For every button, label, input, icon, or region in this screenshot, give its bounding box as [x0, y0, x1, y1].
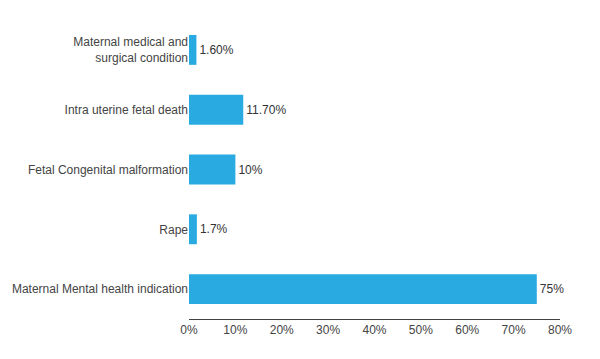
- svg-text:10%: 10%: [223, 323, 247, 337]
- svg-text:60%: 60%: [455, 323, 479, 337]
- svg-text:1.7%: 1.7%: [200, 222, 228, 236]
- svg-text:1.60%: 1.60%: [199, 43, 233, 57]
- svg-text:70%: 70%: [502, 323, 526, 337]
- svg-text:11.70%: 11.70%: [246, 103, 286, 117]
- svg-text:80%: 80%: [548, 323, 572, 337]
- svg-text:Maternal medical andsurgical c: Maternal medical andsurgical condition: [73, 35, 188, 65]
- svg-text:40%: 40%: [362, 323, 386, 337]
- svg-text:0%: 0%: [180, 323, 198, 337]
- svg-text:Rape: Rape: [159, 223, 188, 237]
- svg-text:75%: 75%: [540, 282, 564, 296]
- svg-text:20%: 20%: [270, 323, 294, 337]
- svg-text:Intra uterine fetal death: Intra uterine fetal death: [65, 103, 188, 117]
- svg-text:Fetal Congenital malformation: Fetal Congenital malformation: [28, 163, 188, 177]
- svg-text:50%: 50%: [409, 323, 433, 337]
- svg-text:Maternal Mental health indicat: Maternal Mental health indication: [12, 282, 188, 296]
- svg-text:30%: 30%: [316, 323, 340, 337]
- svg-text:10%: 10%: [238, 163, 262, 177]
